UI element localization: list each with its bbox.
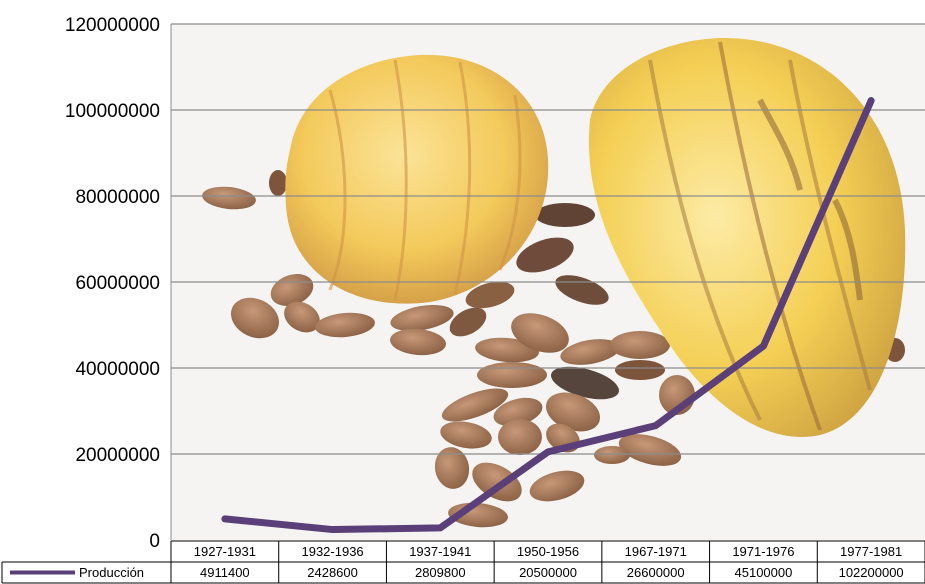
y-tick-label: 120000000	[65, 15, 160, 36]
y-axis-ticks: 0 20000000 40000000 60000000 80000000 1000000…	[65, 15, 160, 552]
table-value-cell: 20500000	[519, 565, 577, 580]
x-category-label: 1971-1976	[732, 544, 794, 559]
x-category-label: 1932-1936	[301, 544, 363, 559]
x-category-label: 1950-1956	[517, 544, 579, 559]
table-value-cell: 2809800	[415, 565, 466, 580]
legend-label: Producción	[79, 565, 144, 580]
x-category-label: 1937-1941	[409, 544, 471, 559]
y-tick-label: 20000000	[75, 445, 160, 466]
table-value-cell: 45100000	[735, 565, 793, 580]
table-value-cell: 2428600	[307, 565, 358, 580]
data-point	[761, 344, 766, 349]
y-tick-label: 0	[149, 531, 160, 552]
x-category-label: 1967-1971	[625, 544, 687, 559]
data-point	[869, 98, 874, 103]
data-point	[438, 525, 443, 530]
data-point	[546, 449, 550, 454]
table-value-cell: 26600000	[627, 565, 685, 580]
gridlines	[170, 23, 925, 540]
data-point	[653, 423, 658, 428]
data-table: 1927-1931 1932-1936 1937-1941 1950-1956 1967…	[1, 540, 925, 584]
x-category-label: 1977-1981	[840, 544, 902, 559]
y-tick-label: 80000000	[75, 187, 160, 208]
table-value-cell: 4911400	[200, 565, 250, 580]
y-tick-label: 60000000	[75, 273, 160, 294]
x-category-label: 1927-1931	[194, 544, 256, 559]
y-tick-label: 100000000	[65, 101, 160, 122]
table-value-cell: 102200000	[839, 565, 904, 580]
y-tick-label: 40000000	[75, 359, 160, 380]
data-point	[330, 527, 335, 532]
data-point	[222, 516, 227, 521]
series-line	[221, 97, 875, 534]
